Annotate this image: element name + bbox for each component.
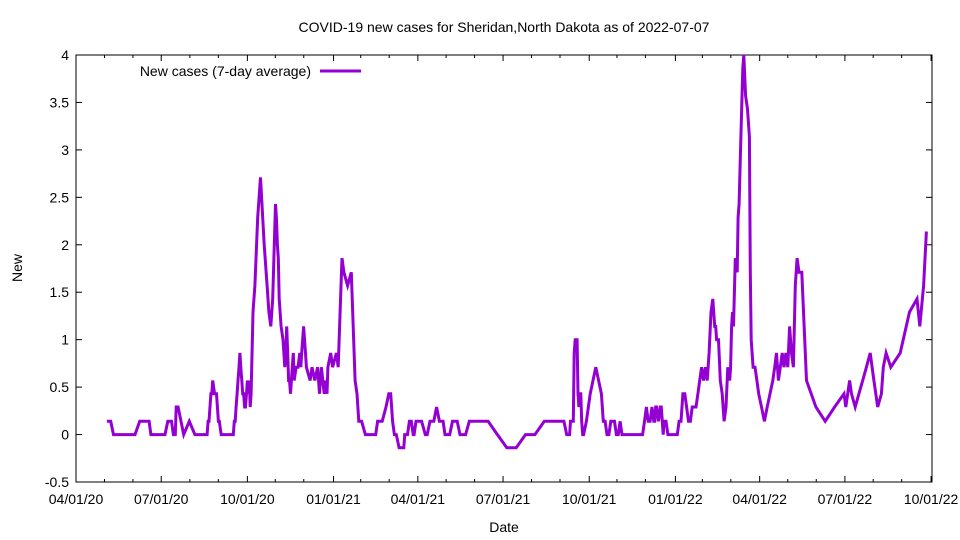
legend: New cases (7-day average) <box>140 63 361 79</box>
y-tick-label: -0.5 <box>45 474 69 490</box>
y-tick-label: 2 <box>61 237 69 253</box>
x-tick-label: 07/01/21 <box>476 491 531 507</box>
y-tick-label: 2.5 <box>50 189 70 205</box>
x-tick-label: 10/01/22 <box>904 491 959 507</box>
y-tick-label: 1 <box>61 332 69 348</box>
x-tick-label: 04/01/20 <box>49 491 104 507</box>
x-tick-label: 04/01/21 <box>391 491 446 507</box>
x-tick-label: 01/01/22 <box>648 491 703 507</box>
x-tick-label: 10/01/21 <box>562 491 617 507</box>
plot-frame <box>75 54 933 483</box>
y-tick-label: 4 <box>61 47 69 63</box>
legend-label: New cases (7-day average) <box>140 63 311 79</box>
x-axis: 04/01/20 07/01/20 10/01/20 01/01/21 04/01/21… <box>49 55 959 507</box>
x-axis-label: Date <box>489 519 519 535</box>
y-tick-label: 0.5 <box>50 379 70 395</box>
x-tick-label: 07/01/20 <box>134 491 189 507</box>
chart-title: COVID-19 new cases for Sheridan,North Da… <box>299 19 710 35</box>
y-tick-label: 0 <box>61 427 69 443</box>
y-tick-label: 3.5 <box>50 94 70 110</box>
y-axis-label: New <box>9 253 25 282</box>
y-axis: -0.5 0 0.5 1 1.5 2 2.5 3 3.5 4 <box>45 47 932 490</box>
y-tick-label: 3 <box>61 142 69 158</box>
x-tick-label: 04/01/22 <box>732 491 787 507</box>
y-tick-label: 1.5 <box>50 284 70 300</box>
x-tick-label: 07/01/22 <box>818 491 873 507</box>
x-tick-label: 01/01/21 <box>306 491 361 507</box>
x-tick-label: 10/01/20 <box>220 491 275 507</box>
series-line-new-cases <box>106 54 928 450</box>
